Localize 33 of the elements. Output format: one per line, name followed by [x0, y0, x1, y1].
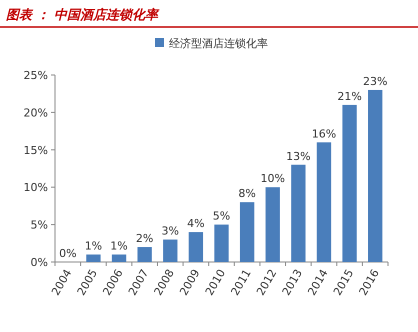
- y-tick-label: 15%: [24, 144, 48, 157]
- data-label: 21%: [337, 90, 362, 103]
- bar: [266, 187, 280, 262]
- bar: [188, 232, 204, 262]
- data-label: 23%: [362, 74, 388, 88]
- y-tick-label: 5%: [30, 218, 48, 232]
- chart-title: 图表 ： 中国酒店连锁化率: [6, 7, 160, 23]
- bar: [163, 240, 178, 262]
- data-label: 8%: [238, 187, 256, 200]
- y-tick-label: 0%: [30, 256, 48, 269]
- data-label: 10%: [260, 172, 285, 186]
- y-tick-label: 25%: [24, 69, 48, 82]
- data-label: 1%: [110, 240, 128, 253]
- data-label: 3%: [162, 224, 179, 238]
- bar: [240, 202, 254, 262]
- y-tick-label: 10%: [24, 181, 48, 194]
- data-label: 5%: [212, 210, 230, 223]
- bar: [316, 142, 332, 262]
- bar: [214, 224, 229, 262]
- data-label: 0%: [59, 247, 77, 260]
- data-label: 4%: [187, 217, 205, 230]
- bar: [342, 104, 357, 262]
- bar: [86, 254, 101, 262]
- data-label: 16%: [312, 127, 336, 140]
- data-label: 1%: [84, 240, 102, 253]
- bar: [368, 90, 382, 262]
- bar: [112, 254, 126, 262]
- data-label: 13%: [286, 150, 311, 163]
- legend-label: 经济型酒店连锁化率: [169, 37, 268, 50]
- bar: [137, 247, 152, 262]
- y-tick-label: 20%: [24, 106, 48, 120]
- bar: [291, 164, 306, 262]
- data-label: 2%: [136, 232, 154, 246]
